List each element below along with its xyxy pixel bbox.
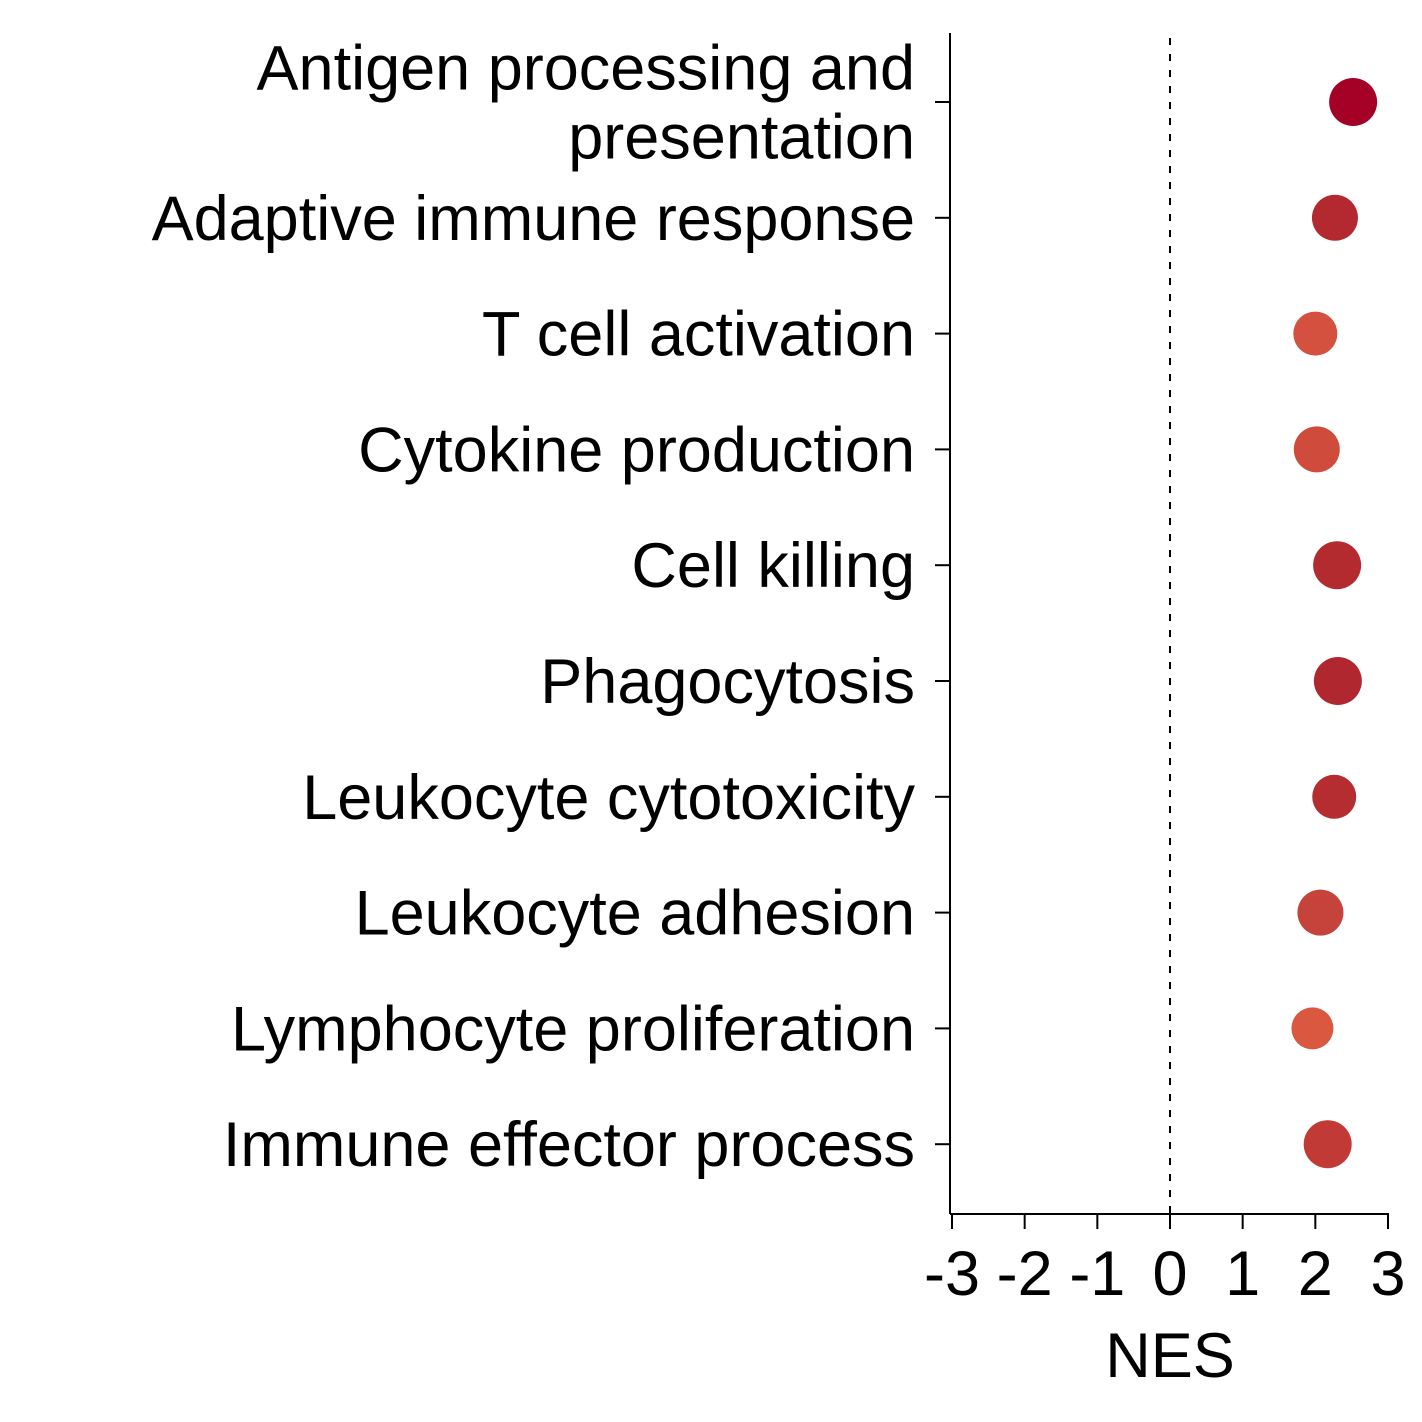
category-label-line: presentation (568, 103, 915, 173)
x-tick-label: -2 (997, 1239, 1053, 1309)
category-label-line: Cell killing (631, 531, 915, 601)
category-label-line: Leukocyte adhesion (355, 879, 915, 949)
category-label-line: Cytokine production (358, 415, 915, 485)
category-label: Cell killing (631, 531, 915, 601)
category-label: Leukocyte cytotoxicity (302, 763, 915, 833)
category-label-line: Immune effector process (223, 1110, 915, 1180)
x-tick-label: 2 (1298, 1239, 1333, 1309)
data-point (1303, 1120, 1352, 1169)
category-label: Phagocytosis (540, 647, 915, 717)
category-labels: Antigen processing and presentation Adapti… (152, 34, 916, 1181)
category-label: Leukocyte adhesion (355, 879, 915, 949)
category-label-line: Phagocytosis (540, 647, 915, 717)
category-label: T cell activation (482, 300, 915, 370)
category-label: Immune effector process (223, 1110, 915, 1180)
data-point (1329, 78, 1378, 126)
x-tick-labels: -3 -2 -1 0 1 2 3 (924, 1239, 1406, 1309)
x-tick-label: 0 (1152, 1239, 1187, 1309)
x-tick-label: 1 (1225, 1239, 1260, 1309)
category-label-line: Lymphocyte proliferation (231, 994, 915, 1064)
category-label: Lymphocyte proliferation (231, 994, 915, 1064)
data-points (1291, 78, 1378, 1169)
category-label-line: Leukocyte cytotoxicity (302, 763, 915, 833)
data-point (1312, 774, 1357, 819)
data-point (1297, 889, 1344, 936)
category-label-line: T cell activation (482, 300, 915, 370)
y-axis-ticks (935, 101, 950, 1146)
data-point (1291, 1007, 1334, 1050)
data-point (1293, 311, 1338, 356)
category-label: Adaptive immune response (152, 184, 915, 254)
x-axis-ticks (951, 1214, 1389, 1229)
category-label-line: Antigen processing and (257, 34, 915, 104)
data-point (1311, 194, 1358, 241)
x-tick-label: -1 (1069, 1239, 1125, 1309)
x-tick-label: -3 (924, 1239, 980, 1309)
category-label-line: Adaptive immune response (152, 184, 915, 254)
x-tick-label: 3 (1370, 1239, 1405, 1309)
category-label: Cytokine production (358, 415, 915, 485)
data-point (1313, 657, 1362, 705)
data-point (1293, 426, 1340, 473)
data-point (1313, 541, 1362, 590)
category-label: Antigen processing and presentation (257, 34, 915, 173)
x-axis-title: NES (1105, 1321, 1235, 1391)
